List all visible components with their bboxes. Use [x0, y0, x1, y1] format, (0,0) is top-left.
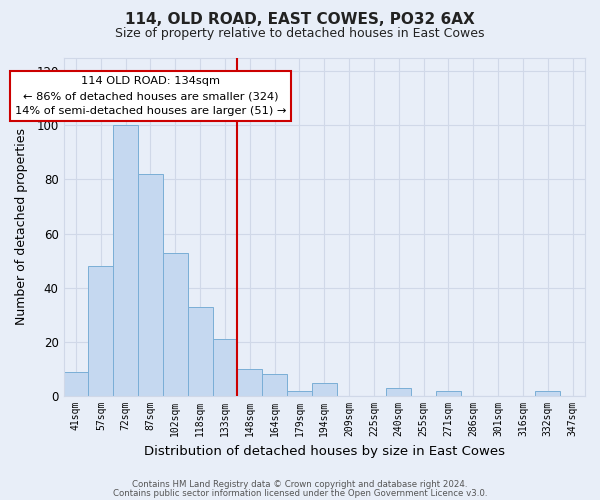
Y-axis label: Number of detached properties: Number of detached properties	[15, 128, 28, 326]
Bar	[262, 374, 287, 396]
Text: 114 OLD ROAD: 134sqm
← 86% of detached houses are smaller (324)
14% of semi-deta: 114 OLD ROAD: 134sqm ← 86% of detached h…	[15, 76, 286, 116]
Bar	[436, 390, 461, 396]
Bar	[312, 382, 337, 396]
Bar	[287, 390, 312, 396]
Bar	[163, 252, 188, 396]
Bar	[386, 388, 411, 396]
Text: Size of property relative to detached houses in East Cowes: Size of property relative to detached ho…	[115, 28, 485, 40]
Text: Contains public sector information licensed under the Open Government Licence v3: Contains public sector information licen…	[113, 488, 487, 498]
Bar	[238, 369, 262, 396]
Text: 114, OLD ROAD, EAST COWES, PO32 6AX: 114, OLD ROAD, EAST COWES, PO32 6AX	[125, 12, 475, 28]
Bar	[188, 306, 212, 396]
X-axis label: Distribution of detached houses by size in East Cowes: Distribution of detached houses by size …	[144, 444, 505, 458]
Bar	[64, 372, 88, 396]
Bar	[113, 125, 138, 396]
Text: Contains HM Land Registry data © Crown copyright and database right 2024.: Contains HM Land Registry data © Crown c…	[132, 480, 468, 489]
Bar	[535, 390, 560, 396]
Bar	[88, 266, 113, 396]
Bar	[138, 174, 163, 396]
Bar	[212, 339, 238, 396]
